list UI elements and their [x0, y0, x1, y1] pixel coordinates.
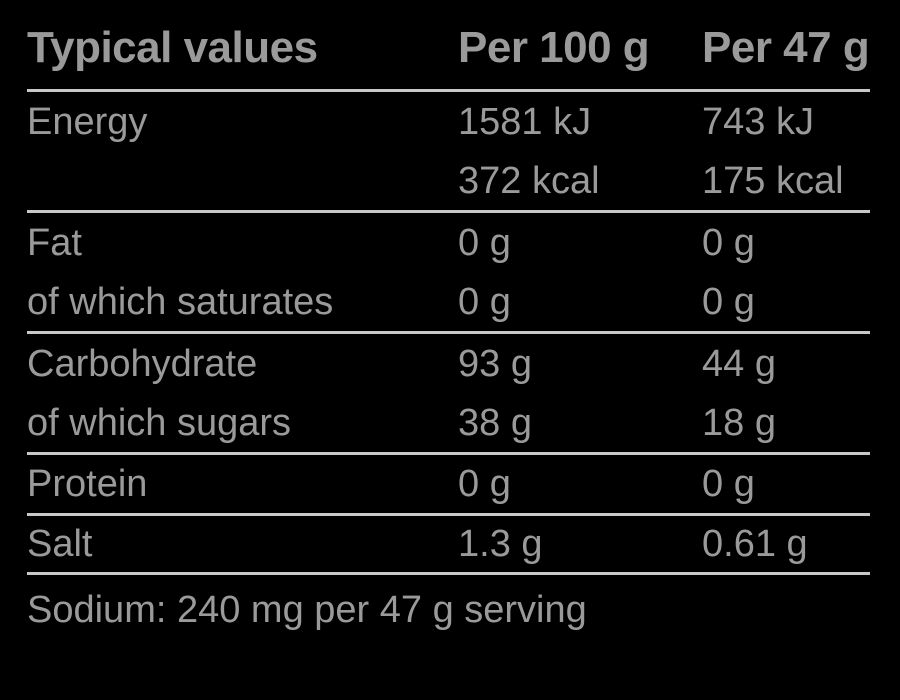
- value-per-47g: 0 g: [702, 463, 755, 505]
- table-row-protein: Protein 0 g 0 g: [27, 455, 870, 513]
- table-row-fat: Fat 0 g 0 g: [27, 213, 870, 272]
- value-per-100g: 0 g: [458, 463, 511, 505]
- value-per-100g: 93 g: [458, 342, 532, 385]
- value-per-100g: 1581 kJ: [458, 100, 592, 143]
- value-per-47g: 0.61 g: [702, 523, 808, 565]
- row-label: Salt: [27, 523, 93, 565]
- header-typical-values: Typical values: [27, 22, 318, 72]
- table-header-row: Typical values Per 100 g Per 47 g: [27, 0, 870, 92]
- value-per-100g: 1.3 g: [458, 523, 543, 565]
- table-row-carbohydrate: Carbohydrate 93 g 44 g: [27, 334, 870, 393]
- table-row-energy-kcal: 372 kcal 175 kcal: [27, 151, 870, 210]
- value-per-47g: 44 g: [702, 342, 776, 385]
- header-per-47g: Per 47 g: [702, 22, 870, 72]
- value-per-47g: 743 kJ: [702, 100, 814, 143]
- sodium-footnote-row: Sodium: 240 mg per 47 g serving: [27, 575, 870, 645]
- row-label: Protein: [27, 463, 148, 505]
- value-per-100g: 0 g: [458, 280, 511, 323]
- row-label: of which saturates: [27, 280, 334, 323]
- value-per-47g: 18 g: [702, 401, 776, 444]
- table-row-energy-kj: Energy 1581 kJ 743 kJ: [27, 92, 870, 151]
- value-per-47g: 0 g: [702, 221, 755, 264]
- nutrition-facts-panel: Typical values Per 100 g Per 47 g Energy…: [27, 0, 870, 645]
- value-per-100g: 372 kcal: [458, 159, 600, 202]
- table-row-salt: Salt 1.3 g 0.61 g: [27, 516, 870, 572]
- fat-group: Fat 0 g 0 g of which saturates 0 g 0 g: [27, 213, 870, 334]
- row-label: of which sugars: [27, 401, 292, 444]
- table-row-sugars: of which sugars 38 g 18 g: [27, 393, 870, 452]
- row-label: Carbohydrate: [27, 342, 258, 385]
- header-per-100g: Per 100 g: [458, 22, 650, 72]
- value-per-47g: 175 kcal: [702, 159, 844, 202]
- row-label: Energy: [27, 100, 148, 143]
- row-label: Fat: [27, 221, 82, 264]
- value-per-100g: 38 g: [458, 401, 532, 444]
- value-per-100g: 0 g: [458, 221, 511, 264]
- sodium-footnote: Sodium: 240 mg per 47 g serving: [27, 589, 587, 631]
- carbohydrate-group: Carbohydrate 93 g 44 g of which sugars 3…: [27, 334, 870, 455]
- value-per-47g: 0 g: [702, 280, 755, 323]
- protein-group: Protein 0 g 0 g: [27, 455, 870, 516]
- energy-group: Energy 1581 kJ 743 kJ 372 kcal 175 kcal: [27, 92, 870, 213]
- table-row-saturates: of which saturates 0 g 0 g: [27, 272, 870, 331]
- salt-group: Salt 1.3 g 0.61 g: [27, 516, 870, 575]
